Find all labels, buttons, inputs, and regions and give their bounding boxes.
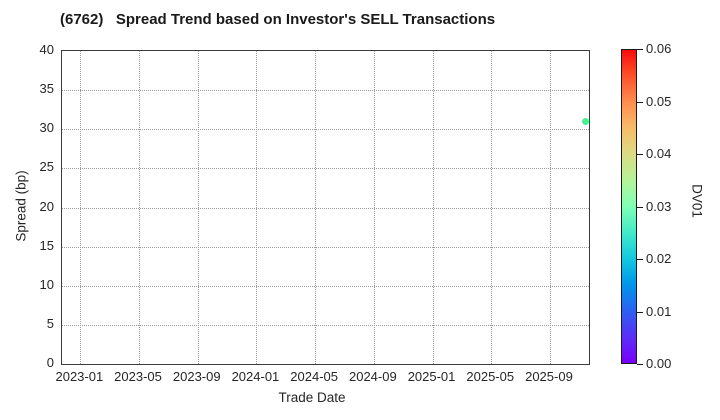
chart-title: (6762) Spread Trend based on Investor's … <box>60 11 496 28</box>
x-tick-label: 2024-09 <box>348 369 397 384</box>
x-gridline <box>256 51 258 364</box>
plot-area <box>61 50 590 365</box>
y-tick-label: 5 <box>46 315 54 331</box>
y-gridline <box>62 207 589 209</box>
x-gridline <box>197 51 199 364</box>
y-tick-label: 25 <box>39 159 54 175</box>
y-tick-label: 0 <box>46 355 54 370</box>
y-gridline <box>62 129 589 131</box>
y-tick-label: 15 <box>39 237 54 253</box>
x-tick-label: 2025-05 <box>466 369 515 384</box>
x-gridline <box>80 51 82 364</box>
x-gridline <box>491 51 493 364</box>
colorbar-tick <box>637 101 643 103</box>
x-gridline <box>373 51 375 364</box>
x-gridline <box>139 51 141 364</box>
colorbar-label: DV01 <box>689 184 705 218</box>
y-tick-label: 20 <box>39 198 54 214</box>
y-gridline <box>62 324 589 326</box>
x-tick-label: 2025-09 <box>525 369 573 384</box>
x-tick-label: 2024-01 <box>231 369 280 384</box>
x-tick-label: 2024-05 <box>290 369 338 384</box>
x-tick-label: 2023-09 <box>172 369 221 384</box>
colorbar-tick-label: 0.00 <box>646 356 672 371</box>
colorbar-tick-label: 0.03 <box>646 198 672 214</box>
colorbar-gradient <box>621 49 637 364</box>
colorbar-tick <box>637 49 643 50</box>
colorbar-tick-label: 0.01 <box>646 303 672 319</box>
colorbar-tick <box>637 259 643 260</box>
colorbar-tick-label: 0.04 <box>646 146 672 161</box>
x-tick-label: 2025-01 <box>407 369 456 384</box>
y-tick-label: 10 <box>39 276 54 292</box>
x-tick-label: 2023-05 <box>114 369 162 384</box>
y-gridline <box>62 168 589 170</box>
y-gridline <box>62 285 589 287</box>
y-gridline <box>62 246 589 248</box>
x-gridline <box>432 51 434 364</box>
y-tick-label: 30 <box>39 120 54 136</box>
x-gridline <box>315 51 317 364</box>
y-tick-label: 35 <box>39 81 54 97</box>
data-point <box>582 118 590 126</box>
colorbar-tick <box>637 154 643 155</box>
x-axis-label: Trade Date <box>278 390 346 405</box>
colorbar-tick-label: 0.06 <box>646 41 672 56</box>
y-tick-label: 40 <box>39 42 54 57</box>
x-gridline <box>549 51 551 364</box>
colorbar-tick <box>637 364 643 365</box>
y-gridline <box>62 90 589 92</box>
colorbar-tick <box>637 206 643 208</box>
colorbar-tick-label: 0.02 <box>646 251 672 266</box>
colorbar-tick <box>637 311 643 313</box>
colorbar-tick-label: 0.05 <box>646 93 672 109</box>
x-tick-label: 2023-01 <box>55 369 104 384</box>
